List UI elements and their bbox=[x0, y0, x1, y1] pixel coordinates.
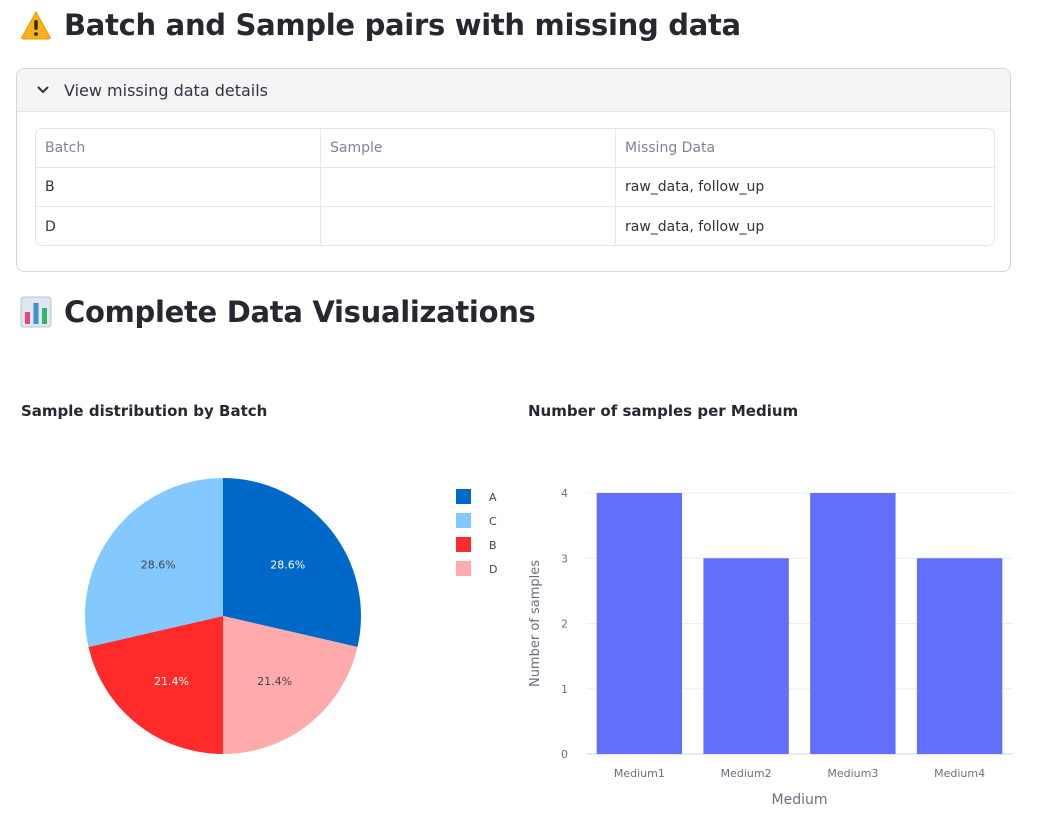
table-cell-sample[interactable] bbox=[321, 168, 616, 206]
expander-label: View missing data details bbox=[64, 80, 269, 100]
table-cell-missing-data[interactable]: raw_data, follow_up bbox=[625, 179, 765, 195]
legend-swatch-d[interactable] bbox=[456, 561, 471, 576]
legend-swatch-a[interactable] bbox=[456, 489, 471, 504]
missing-data-heading: Batch and Sample pairs with missing data bbox=[20, 8, 741, 42]
y-tick-label: 2 bbox=[561, 618, 568, 631]
column-header-missing-data[interactable]: Missing Data bbox=[625, 140, 716, 156]
pie-slice-d[interactable] bbox=[223, 616, 358, 754]
y-tick-label: 0 bbox=[561, 748, 568, 761]
missing-data-title: Batch and Sample pairs with missing data bbox=[64, 8, 741, 42]
warning-icon bbox=[20, 9, 52, 41]
bar-chart-icon bbox=[20, 296, 52, 328]
pie-slice-label: 28.6% bbox=[141, 558, 176, 571]
pie-slice-b[interactable] bbox=[88, 616, 223, 754]
bar-medium1[interactable] bbox=[596, 493, 683, 754]
x-tick-label: Medium3 bbox=[827, 767, 878, 780]
table-cell-batch[interactable]: D bbox=[36, 207, 321, 245]
table-cell-missing-data[interactable]: raw_data, follow_up bbox=[625, 218, 765, 235]
legend-label-d[interactable]: D bbox=[489, 563, 497, 576]
legend-label-a[interactable]: A bbox=[489, 491, 497, 504]
legend-swatch-b[interactable] bbox=[456, 537, 471, 552]
x-tick-label: Medium1 bbox=[614, 767, 665, 780]
bar-medium2[interactable] bbox=[703, 558, 789, 754]
legend-label-c[interactable]: C bbox=[489, 515, 497, 528]
bar-medium4[interactable] bbox=[916, 558, 1003, 754]
column-header-sample[interactable]: Sample bbox=[321, 129, 616, 167]
chevron-down-icon bbox=[37, 86, 49, 93]
missing-data-table[interactable]: Batch Sample Missing Data B raw_data, fo… bbox=[35, 128, 995, 246]
visualizations-title: Complete Data Visualizations bbox=[64, 295, 536, 329]
pie-slice-label: 28.6% bbox=[270, 558, 305, 571]
pie-slice-label: 21.4% bbox=[154, 675, 189, 688]
legend-swatch-c[interactable] bbox=[456, 513, 471, 528]
expander-header[interactable]: View missing data details bbox=[17, 69, 1010, 112]
pie-chart-title: Sample distribution by Batch bbox=[21, 402, 268, 420]
y-tick-label: 3 bbox=[561, 552, 568, 565]
y-tick-label: 4 bbox=[561, 487, 568, 500]
pie-slice-label: 21.4% bbox=[257, 675, 292, 688]
y-axis-label: Number of samples bbox=[528, 560, 543, 687]
missing-data-expander: View missing data details Batch Sample M… bbox=[16, 68, 1011, 272]
table-row: D raw_data, follow_up bbox=[36, 207, 994, 245]
bar-chart-title: Number of samples per Medium bbox=[528, 402, 799, 420]
y-tick-label: 1 bbox=[561, 683, 568, 696]
bar-medium3[interactable] bbox=[810, 493, 896, 754]
pie-slice-c[interactable] bbox=[84, 478, 223, 647]
visualizations-heading: Complete Data Visualizations bbox=[20, 295, 536, 329]
table-cell-sample[interactable] bbox=[321, 207, 616, 245]
x-axis-label: Medium bbox=[772, 792, 828, 808]
table-header-row: Batch Sample Missing Data bbox=[36, 129, 994, 168]
legend-label-b[interactable]: B bbox=[489, 539, 497, 552]
x-tick-label: Medium2 bbox=[721, 767, 772, 780]
pie-slice-a[interactable] bbox=[223, 478, 361, 647]
x-tick-label: Medium4 bbox=[934, 767, 985, 780]
column-header-batch[interactable]: Batch bbox=[36, 129, 321, 167]
table-row: B raw_data, follow_up bbox=[36, 168, 994, 207]
bar-chart[interactable]: 0 1 2 3 4 Medium1 Medium2 Medium3 Medium4 Medium N… bbox=[515, 425, 1035, 815]
table-cell-batch[interactable]: B bbox=[36, 168, 321, 206]
